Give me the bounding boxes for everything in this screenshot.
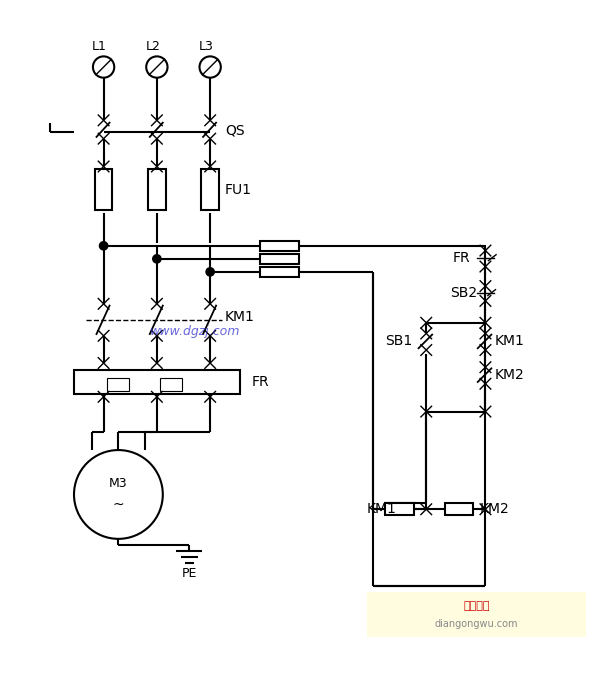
Circle shape [146,56,168,78]
Bar [260,267,299,277]
Circle shape [206,268,214,276]
Text: L1: L1 [92,41,107,54]
Text: SB2: SB2 [450,286,477,300]
Bar [385,504,414,515]
Text: M3: M3 [109,477,128,491]
Text: FU1: FU1 [225,183,252,196]
Text: PE: PE [182,567,197,580]
Text: KM1: KM1 [367,502,397,516]
Circle shape [200,56,221,78]
Text: L2: L2 [145,41,160,54]
Text: L3: L3 [198,41,214,54]
Text: FR: FR [453,251,471,264]
Text: KM2: KM2 [480,502,509,516]
Circle shape [99,242,108,250]
Bar [260,254,299,264]
Text: ~: ~ [112,498,124,512]
Bar [148,169,166,210]
Bar [160,379,182,392]
Circle shape [93,56,114,78]
Circle shape [74,450,163,539]
Circle shape [153,255,161,263]
Bar [201,169,219,210]
Bar [95,169,112,210]
Text: QS: QS [225,124,244,137]
Text: KM1: KM1 [225,310,255,324]
Bar [445,504,473,515]
Text: diangongwu.com: diangongwu.com [435,619,519,629]
Bar [260,240,299,251]
Text: KM2: KM2 [494,368,524,382]
Text: www.dgzj.com: www.dgzj.com [150,325,240,338]
Text: SB1: SB1 [385,334,412,348]
Text: 电工之屋: 电工之屋 [464,601,490,611]
Text: FR: FR [252,375,269,389]
Bar [107,379,129,392]
Bar [367,592,586,637]
Bar [74,370,240,394]
Text: KM1: KM1 [494,334,524,348]
